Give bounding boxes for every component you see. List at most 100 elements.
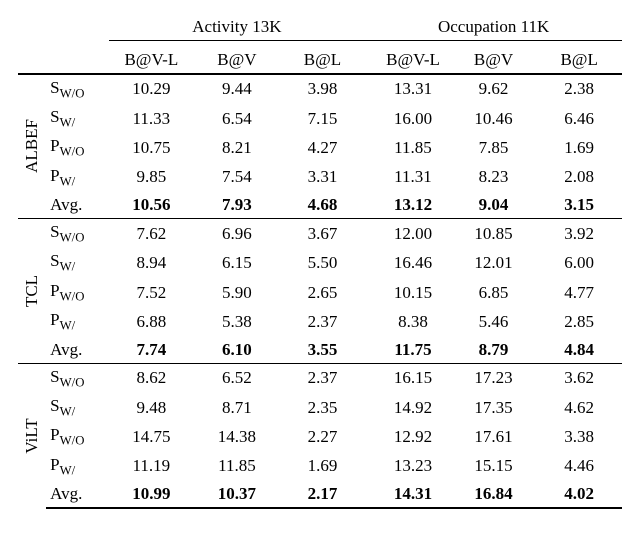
data-cell: 14.92 bbox=[365, 393, 451, 422]
col-header: B@V-L bbox=[365, 47, 451, 74]
data-cell: 6.54 bbox=[194, 104, 280, 133]
row-label: PW/O bbox=[46, 422, 108, 451]
row-label: SW/O bbox=[46, 219, 108, 249]
model-label: TCL bbox=[18, 219, 46, 364]
table-row: PW/O14.7514.382.2712.9217.613.38 bbox=[18, 422, 622, 451]
data-cell: 17.61 bbox=[451, 422, 537, 451]
data-cell: 4.68 bbox=[280, 192, 366, 219]
data-cell: 8.23 bbox=[451, 163, 537, 192]
data-cell: 3.62 bbox=[536, 363, 622, 393]
row-label: PW/ bbox=[46, 452, 108, 481]
header-spacer-2 bbox=[18, 47, 109, 74]
row-label: PW/O bbox=[46, 133, 108, 162]
data-cell: 2.37 bbox=[280, 363, 366, 393]
data-cell: 9.48 bbox=[109, 393, 195, 422]
data-cell: 6.10 bbox=[194, 337, 280, 364]
table-row: PW/11.1911.851.6913.2315.154.46 bbox=[18, 452, 622, 481]
data-cell: 5.46 bbox=[451, 307, 537, 336]
data-cell: 12.00 bbox=[365, 219, 451, 249]
data-cell: 3.98 bbox=[280, 74, 366, 104]
data-cell: 3.92 bbox=[536, 219, 622, 249]
data-cell: 10.56 bbox=[109, 192, 195, 219]
data-cell: 6.85 bbox=[451, 278, 537, 307]
header-col-row: B@V-L B@V B@L B@V-L B@V B@L bbox=[18, 47, 622, 74]
data-cell: 4.02 bbox=[536, 481, 622, 508]
data-cell: 7.62 bbox=[109, 219, 195, 249]
data-cell: 2.08 bbox=[536, 163, 622, 192]
data-cell: 13.12 bbox=[365, 192, 451, 219]
table-row: PW/6.885.382.378.385.462.85 bbox=[18, 307, 622, 336]
row-label: SW/O bbox=[46, 363, 108, 393]
table-row: Avg.10.567.934.6813.129.043.15 bbox=[18, 192, 622, 219]
data-cell: 8.71 bbox=[194, 393, 280, 422]
table-row: PW/O7.525.902.6510.156.854.77 bbox=[18, 278, 622, 307]
data-cell: 10.37 bbox=[194, 481, 280, 508]
data-cell: 11.31 bbox=[365, 163, 451, 192]
table-row: ALBEFSW/O10.299.443.9813.319.622.38 bbox=[18, 74, 622, 104]
data-cell: 4.27 bbox=[280, 133, 366, 162]
data-cell: 10.99 bbox=[109, 481, 195, 508]
data-cell: 16.84 bbox=[451, 481, 537, 508]
data-cell: 6.88 bbox=[109, 307, 195, 336]
data-cell: 8.38 bbox=[365, 307, 451, 336]
data-cell: 14.31 bbox=[365, 481, 451, 508]
data-cell: 17.23 bbox=[451, 363, 537, 393]
data-cell: 6.96 bbox=[194, 219, 280, 249]
data-cell: 9.62 bbox=[451, 74, 537, 104]
data-cell: 16.00 bbox=[365, 104, 451, 133]
table-row: SW/9.488.712.3514.9217.354.62 bbox=[18, 393, 622, 422]
data-cell: 5.38 bbox=[194, 307, 280, 336]
row-label: SW/ bbox=[46, 393, 108, 422]
data-cell: 12.92 bbox=[365, 422, 451, 451]
row-label: Avg. bbox=[46, 192, 108, 219]
row-label: SW/ bbox=[46, 248, 108, 277]
data-cell: 7.74 bbox=[109, 337, 195, 364]
row-label: PW/O bbox=[46, 278, 108, 307]
data-cell: 7.85 bbox=[451, 133, 537, 162]
data-cell: 11.85 bbox=[194, 452, 280, 481]
data-cell: 4.46 bbox=[536, 452, 622, 481]
data-cell: 6.00 bbox=[536, 248, 622, 277]
row-label: Avg. bbox=[46, 481, 108, 508]
data-cell: 2.17 bbox=[280, 481, 366, 508]
group-header-activity: Activity 13K bbox=[109, 14, 366, 41]
data-cell: 16.46 bbox=[365, 248, 451, 277]
data-cell: 2.37 bbox=[280, 307, 366, 336]
table-row: Avg.7.746.103.5511.758.794.84 bbox=[18, 337, 622, 364]
data-cell: 10.46 bbox=[451, 104, 537, 133]
data-cell: 8.21 bbox=[194, 133, 280, 162]
data-cell: 10.75 bbox=[109, 133, 195, 162]
data-cell: 1.69 bbox=[280, 452, 366, 481]
data-cell: 4.84 bbox=[536, 337, 622, 364]
table-row: SW/11.336.547.1516.0010.466.46 bbox=[18, 104, 622, 133]
data-cell: 15.15 bbox=[451, 452, 537, 481]
data-cell: 4.77 bbox=[536, 278, 622, 307]
data-cell: 5.90 bbox=[194, 278, 280, 307]
header-group-row: Activity 13K Occupation 11K bbox=[18, 14, 622, 41]
col-header: B@L bbox=[280, 47, 366, 74]
data-cell: 8.94 bbox=[109, 248, 195, 277]
table-body: ALBEFSW/O10.299.443.9813.319.622.38SW/11… bbox=[18, 74, 622, 509]
model-label: ALBEF bbox=[18, 74, 46, 219]
col-header: B@L bbox=[536, 47, 622, 74]
table-row: Avg.10.9910.372.1714.3116.844.02 bbox=[18, 481, 622, 508]
data-cell: 11.85 bbox=[365, 133, 451, 162]
data-cell: 5.50 bbox=[280, 248, 366, 277]
data-cell: 2.35 bbox=[280, 393, 366, 422]
table-container: Activity 13K Occupation 11K B@V-L B@V B@… bbox=[0, 0, 640, 519]
data-cell: 13.23 bbox=[365, 452, 451, 481]
col-header: B@V-L bbox=[109, 47, 195, 74]
data-cell: 7.15 bbox=[280, 104, 366, 133]
data-cell: 6.15 bbox=[194, 248, 280, 277]
table-row: PW/9.857.543.3111.318.232.08 bbox=[18, 163, 622, 192]
data-cell: 17.35 bbox=[451, 393, 537, 422]
data-cell: 1.69 bbox=[536, 133, 622, 162]
table-row: PW/O10.758.214.2711.857.851.69 bbox=[18, 133, 622, 162]
row-label: PW/ bbox=[46, 163, 108, 192]
data-cell: 6.52 bbox=[194, 363, 280, 393]
header-spacer bbox=[18, 14, 109, 41]
data-cell: 7.54 bbox=[194, 163, 280, 192]
data-cell: 2.85 bbox=[536, 307, 622, 336]
row-label: Avg. bbox=[46, 337, 108, 364]
data-cell: 9.04 bbox=[451, 192, 537, 219]
